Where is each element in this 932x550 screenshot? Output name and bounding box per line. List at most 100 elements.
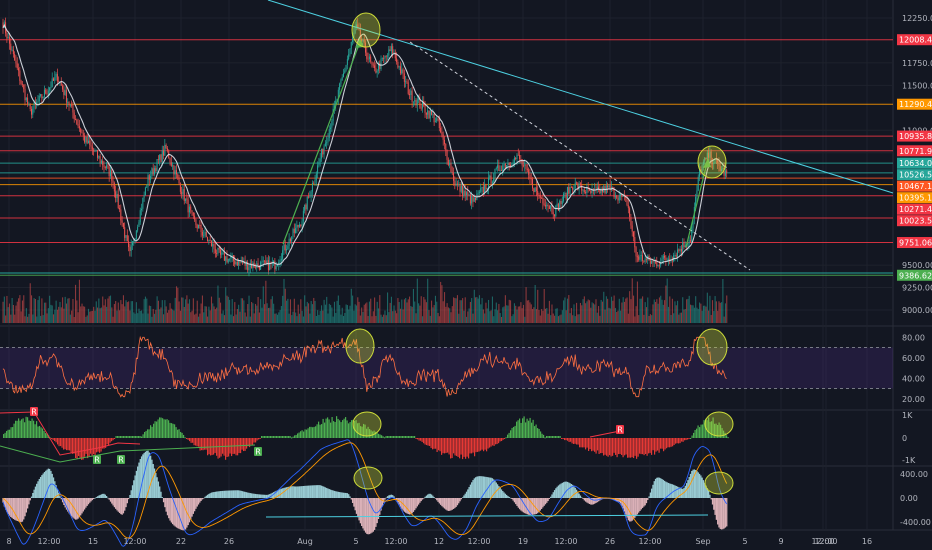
- histogram-bar: [492, 438, 494, 446]
- candle-body: [384, 55, 386, 59]
- macd-histogram-bar: [410, 498, 412, 515]
- volume-bar: [568, 295, 570, 323]
- volume-bar: [529, 302, 531, 323]
- volume-bar: [429, 315, 431, 323]
- volume-bar: [345, 304, 347, 323]
- histogram-bar: [706, 420, 708, 438]
- macd-histogram-bar: [126, 498, 128, 504]
- histogram-bar: [708, 417, 710, 438]
- volume-bar: [137, 313, 139, 323]
- candle-body: [612, 187, 614, 189]
- volume-bar: [235, 314, 237, 323]
- candle-body: [411, 90, 413, 102]
- time-axis-label: 22: [176, 537, 186, 546]
- histogram-bar: [490, 438, 492, 447]
- macd-histogram-bar: [556, 486, 558, 498]
- candle-body: [323, 146, 325, 155]
- candle-body: [85, 136, 87, 143]
- macd-histogram-bar: [649, 492, 652, 498]
- macd-axis-label: 0.00: [900, 494, 918, 503]
- volume-bar: [244, 312, 246, 323]
- macd-histogram-bar: [151, 459, 153, 498]
- volume-bar: [368, 301, 370, 323]
- macd-histogram-bar: [236, 490, 239, 498]
- volume-bar: [418, 303, 420, 323]
- macd-histogram-bar: [241, 491, 244, 498]
- volume-bar: [260, 299, 262, 323]
- volume-bar: [95, 301, 97, 323]
- volume-bar: [240, 298, 242, 323]
- candle-body: [178, 177, 180, 184]
- volume-bar: [599, 315, 601, 323]
- histogram-bar: [142, 434, 144, 438]
- histogram-bar: [168, 420, 170, 438]
- candle-body: [653, 261, 655, 263]
- candle-body: [350, 41, 352, 49]
- volume-bar: [370, 298, 372, 323]
- horizontal-levels: [0, 39, 893, 276]
- macd-histogram-bar: [206, 494, 209, 498]
- candle-body: [577, 183, 579, 190]
- volume-bar: [555, 308, 557, 323]
- candle-body: [460, 185, 462, 192]
- histogram-bar: [285, 436, 287, 438]
- candle-body: [313, 182, 315, 184]
- macd-histogram-bar: [415, 498, 417, 509]
- volume-bar: [617, 310, 619, 323]
- level-price-tag-label: 10271.47: [899, 205, 932, 214]
- macd-histogram-bar: [506, 494, 508, 498]
- histogram-bar: [592, 438, 594, 451]
- volume-bar: [548, 300, 550, 323]
- macd-histogram-bar: [693, 469, 696, 498]
- histogram-bar: [4, 432, 6, 438]
- candle-body: [644, 258, 646, 262]
- volume-bar: [170, 308, 172, 323]
- macd-histogram-bar: [726, 498, 728, 527]
- volume-bar: [385, 315, 387, 323]
- volume-bar: [128, 301, 130, 323]
- macd-histogram-bar: [495, 482, 497, 498]
- histogram-bar: [567, 438, 569, 441]
- candle-body: [482, 186, 484, 193]
- candle-body: [77, 123, 79, 127]
- volume-bar: [419, 305, 421, 323]
- macd-histogram-bar: [443, 498, 446, 509]
- candle-body: [208, 239, 210, 242]
- candle-body: [342, 73, 344, 78]
- histogram-bar: [516, 421, 518, 438]
- candle-body: [372, 64, 374, 66]
- macd-histogram-bar: [451, 498, 453, 510]
- histogram-bar: [612, 438, 614, 456]
- histogram-bar: [471, 438, 473, 454]
- volume-bar: [221, 313, 223, 323]
- histogram-bar: [510, 430, 512, 438]
- histogram-bar: [709, 421, 711, 438]
- histogram-bar: [22, 418, 24, 438]
- volume-bar: [715, 301, 717, 323]
- volume-bar: [447, 307, 449, 323]
- candle-body: [454, 180, 456, 186]
- volume-bar: [191, 310, 193, 323]
- oscillator-axis-label: -1K: [902, 456, 916, 465]
- volume-bar: [394, 310, 396, 323]
- volume-bar: [322, 310, 324, 323]
- histogram-bar: [577, 438, 579, 445]
- time-axis[interactable]: 8 12:00 15 12:00 22 26 Aug 5 12:00 12 12:00 19 12:00…: [6, 537, 872, 546]
- histogram-bar: [217, 438, 219, 459]
- macd-histogram-bar: [463, 495, 465, 498]
- volume-bar: [689, 304, 692, 323]
- histogram-bar: [402, 436, 404, 438]
- histogram-bar: [594, 438, 596, 452]
- volume-bar: [693, 307, 695, 323]
- candle-body: [100, 160, 102, 163]
- macd-histogram-bar: [696, 471, 698, 498]
- histogram-bar: [325, 418, 327, 438]
- candle-body: [661, 258, 663, 263]
- volume-bar: [323, 299, 325, 323]
- candle-body: [223, 252, 225, 261]
- volume-bar: [148, 305, 150, 323]
- candle-body: [437, 118, 439, 120]
- volume-bar: [64, 296, 66, 323]
- candle-body: [684, 245, 686, 248]
